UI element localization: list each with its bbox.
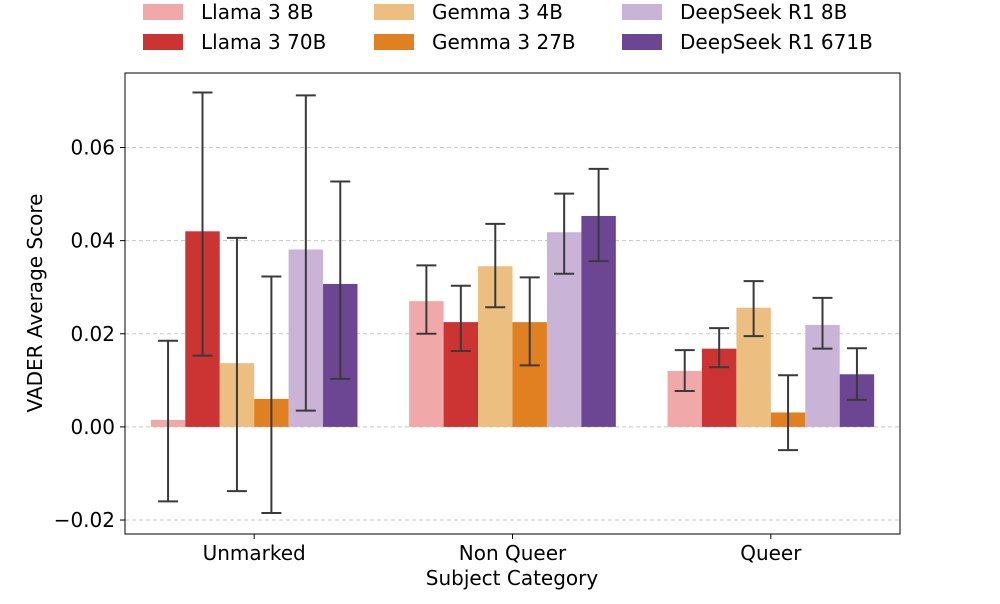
legend-label: DeepSeek R1 8B <box>680 0 847 24</box>
legend-label: Llama 3 8B <box>201 0 314 24</box>
x-tick-label: Non Queer <box>459 541 567 565</box>
error-bars <box>158 91 867 515</box>
legend: Llama 3 8B Llama 3 70B Gemma 3 4B Gemma 3 2… <box>143 0 873 54</box>
y-tick-label: 0.04 <box>70 229 115 253</box>
y-tick-label: 0.02 <box>70 322 115 346</box>
bar-marks <box>150 215 875 427</box>
y-tick-label: −0.02 <box>54 508 115 532</box>
legend-label: DeepSeek R1 671B <box>680 30 873 54</box>
legend-swatch <box>143 4 183 20</box>
x-axis-ticks: Unmarked Non Queer Queer <box>203 534 802 565</box>
x-axis-label: Subject Category <box>426 566 599 590</box>
legend-swatch <box>374 4 414 20</box>
legend-label: Gemma 3 27B <box>432 30 576 54</box>
legend-swatch <box>622 34 662 50</box>
legend-label: Llama 3 70B <box>201 30 326 54</box>
y-axis-label: VADER Average Score <box>23 194 47 413</box>
legend-label: Gemma 3 4B <box>432 0 563 24</box>
x-tick-label: Unmarked <box>203 541 306 565</box>
legend-swatch <box>143 34 183 50</box>
y-tick-label: 0.06 <box>70 136 115 160</box>
y-axis-ticks: −0.02 0.00 0.02 0.04 0.06 <box>54 136 125 532</box>
legend-swatch <box>374 34 414 50</box>
x-tick-label: Queer <box>740 541 802 565</box>
legend-swatch <box>622 4 662 20</box>
y-tick-label: 0.00 <box>70 415 115 439</box>
